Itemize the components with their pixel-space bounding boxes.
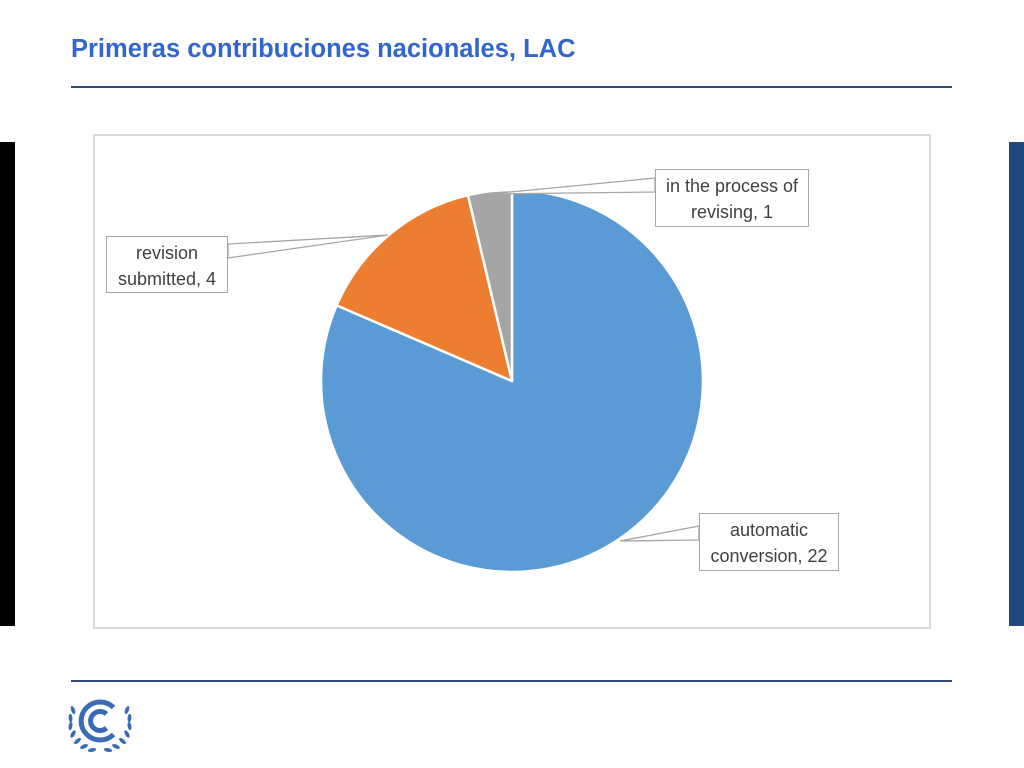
footer-divider-line (71, 680, 952, 682)
data-label-automatic-conversion: automatic conversion, 22 (699, 513, 839, 571)
logo-inner-c (88, 709, 109, 733)
title-divider-line (71, 86, 952, 88)
leader-line-revision-submitted (227, 234, 389, 259)
left-accent-bar (0, 142, 15, 626)
pie-slices (319, 188, 705, 574)
data-label-revision-submitted: revision submitted, 4 (106, 236, 228, 293)
pie-slice-revision-submitted (335, 193, 514, 383)
right-accent-bar (1009, 142, 1024, 626)
logo-outer-ring (78, 699, 116, 743)
leader-lines (227, 177, 700, 542)
slide-title: Primeras contribuciones nacionales, LAC (71, 35, 576, 63)
leader-line-in-the-process-of-revising (489, 177, 656, 195)
unfccc-logo (68, 699, 132, 753)
data-label-in-the-process-of-revising: in the process of revising, 1 (655, 169, 809, 227)
laurel-wreath (68, 706, 132, 753)
pie-slice-in-the-process-of-revising (466, 188, 514, 383)
